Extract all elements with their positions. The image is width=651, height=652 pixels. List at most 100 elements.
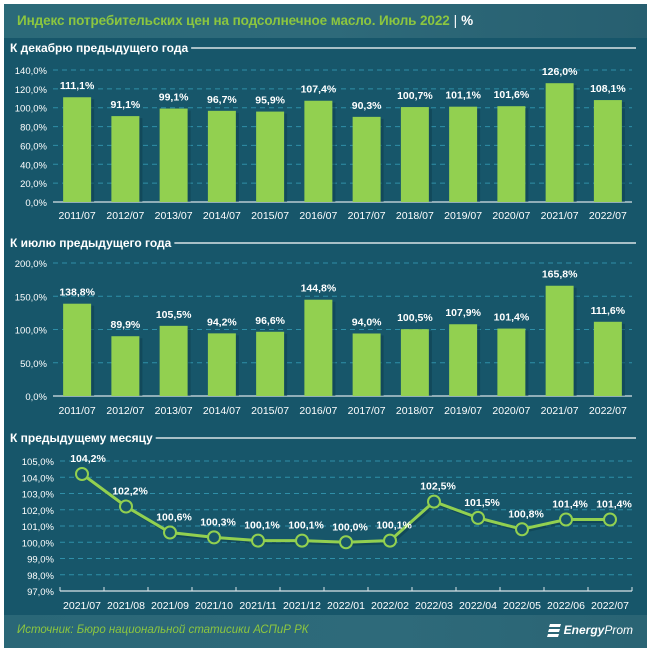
- source-note: Источник: Бюро национальной статисики АС…: [17, 624, 309, 636]
- chart2-ytick-label: 150,0%: [15, 292, 48, 303]
- chart2-data-label: 100,5%: [397, 312, 433, 324]
- chart3-section-title: К предыдущему месяцу: [10, 431, 153, 445]
- chart3-data-label: 100,1%: [376, 520, 412, 532]
- chart3-data-label: 100,3%: [200, 516, 236, 528]
- chart3-data-label: 104,2%: [70, 453, 106, 465]
- chart2-category-label: 2015/07: [251, 405, 289, 417]
- chart2-ytick-label: 100,0%: [15, 326, 48, 337]
- chart1-bar: [545, 83, 574, 202]
- chart2-data-label: 89,9%: [110, 319, 140, 331]
- chart3-data-label: 100,1%: [244, 520, 280, 532]
- chart2-data-label: 94,0%: [352, 316, 382, 328]
- chart2-data-label: 105,5%: [156, 309, 192, 321]
- chart3-marker: [295, 533, 309, 548]
- chart3-ytick-label: 101,0%: [22, 522, 55, 533]
- chart1-data-label: 91,1%: [110, 99, 140, 111]
- chart1-ytick-label: 140,0%: [15, 66, 48, 77]
- chart3-data-label: 100,8%: [508, 508, 544, 520]
- chart2-category-label: 2011/07: [59, 405, 96, 417]
- chart1-category-label: 2011/07: [59, 210, 96, 222]
- chart1-bar: [159, 108, 188, 202]
- chart2-bar: [159, 325, 188, 396]
- chart2-bar: [545, 285, 574, 396]
- chart1-ytick-label: 60,0%: [20, 141, 47, 152]
- chart3-category-label: 2022/07: [591, 600, 629, 612]
- chart1-category-label: 2014/07: [203, 210, 241, 222]
- chart3-category-label: 2021/12: [283, 600, 321, 612]
- chart3-ytick-label: 97,0%: [27, 587, 54, 598]
- chart2-category-label: 2012/07: [106, 405, 144, 417]
- chart2-bar: [449, 324, 478, 396]
- chart2-bar: [352, 333, 381, 396]
- chart2-bar: [400, 329, 429, 396]
- chart3-marker: [207, 530, 221, 545]
- chart2-data-label: 96,6%: [255, 315, 285, 327]
- chart2-section-title: К июлю предыдущего года: [10, 236, 172, 250]
- chart2-category-label: 2014/07: [203, 405, 241, 417]
- chart2-data-label: 138,8%: [59, 287, 95, 299]
- chart3-ytick-label: 104,0%: [22, 473, 55, 484]
- chart1-section-title: К декабрю предыдущего года: [10, 41, 188, 55]
- chart1-category-label: 2012/07: [106, 210, 144, 222]
- chart1-category-label: 2015/07: [251, 210, 289, 222]
- chart3-data-label: 101,4%: [596, 499, 632, 511]
- chart2-category-label: 2018/07: [396, 405, 434, 417]
- chart2-category-label: 2016/07: [299, 405, 337, 417]
- chart2-bar: [593, 321, 622, 396]
- chart2-ytick-label: 50,0%: [20, 359, 47, 370]
- chart1-category-label: 2019/07: [444, 210, 482, 222]
- chart1-data-label: 95,9%: [255, 95, 285, 107]
- chart1-ytick-label: 40,0%: [20, 160, 47, 171]
- chart2-ytick-label: 200,0%: [15, 259, 48, 270]
- infographic-frame: Индекс потребительских цен на подсолнечн…: [4, 4, 647, 648]
- chart1-bar: [593, 100, 622, 202]
- chart1-category-label: 2017/07: [348, 210, 386, 222]
- chart3-data-label: 100,6%: [156, 512, 192, 524]
- chart1-data-label: 101,1%: [445, 90, 481, 102]
- energyprom-stripes-icon: [546, 623, 561, 637]
- chart2-bar: [256, 331, 285, 396]
- chart3-data-label: 101,5%: [464, 497, 500, 509]
- chart2-data-label: 144,8%: [301, 283, 337, 295]
- chart1-ytick-label: 20,0%: [20, 179, 47, 190]
- chart3-category-label: 2022/03: [415, 600, 453, 612]
- chart1-bar: [304, 100, 333, 202]
- chart3-ytick-label: 100,0%: [22, 538, 55, 549]
- chart1-ytick-label: 100,0%: [15, 104, 48, 115]
- chart3-data-label: 101,4%: [552, 499, 588, 511]
- header-band: Индекс потребительских цен на подсолнечн…: [4, 4, 647, 38]
- chart3-category-label: 2021/09: [151, 600, 189, 612]
- chart2-data-label: 94,2%: [207, 316, 237, 328]
- chart1-bar: [449, 106, 478, 202]
- chart2-bar: [111, 336, 140, 396]
- chart1-ytick-label: 80,0%: [20, 123, 47, 134]
- chart3-category-label: 2022/02: [371, 600, 409, 612]
- chart1-bar: [400, 107, 429, 202]
- logo-text-light: Prom: [604, 623, 633, 637]
- logo-text-bold: Energy: [563, 623, 605, 637]
- chart3-marker: [559, 512, 573, 527]
- chart1-category-label: 2021/07: [541, 210, 579, 222]
- chart2-ytick-label: 0,0%: [25, 392, 47, 403]
- chart1-data-label: 107,4%: [301, 84, 337, 96]
- chart1-category-label: 2016/07: [299, 210, 337, 222]
- chart2-category-label: 2022/07: [589, 405, 627, 417]
- footer-band: Источник: Бюро национальной статисики АС…: [4, 615, 647, 648]
- chart3-category-label: 2022/05: [503, 600, 541, 612]
- chart1-data-label: 101,6%: [494, 89, 530, 101]
- chart3-marker: [427, 494, 441, 509]
- chart2-category-label: 2020/07: [492, 405, 530, 417]
- title-unit: %: [461, 13, 473, 28]
- chart2-bar: [304, 299, 333, 396]
- chart2-category-label: 2019/07: [444, 405, 482, 417]
- charts-canvas: К декабрю предыдущего года 0,0% 20,0% 40,0%…: [10, 41, 636, 612]
- chart1-data-label: 99,1%: [159, 92, 189, 104]
- chart3-data-label: 102,5%: [420, 481, 456, 493]
- chart2-category-label: 2017/07: [348, 405, 386, 417]
- chart3-category-label: 2021/08: [107, 600, 145, 612]
- title-separator: |: [453, 13, 458, 28]
- chart3-ytick-label: 105,0%: [22, 457, 55, 468]
- chart1-bar: [256, 111, 285, 202]
- chart3-data-label: 102,2%: [112, 486, 148, 498]
- chart3-category-label: 2021/10: [195, 600, 233, 612]
